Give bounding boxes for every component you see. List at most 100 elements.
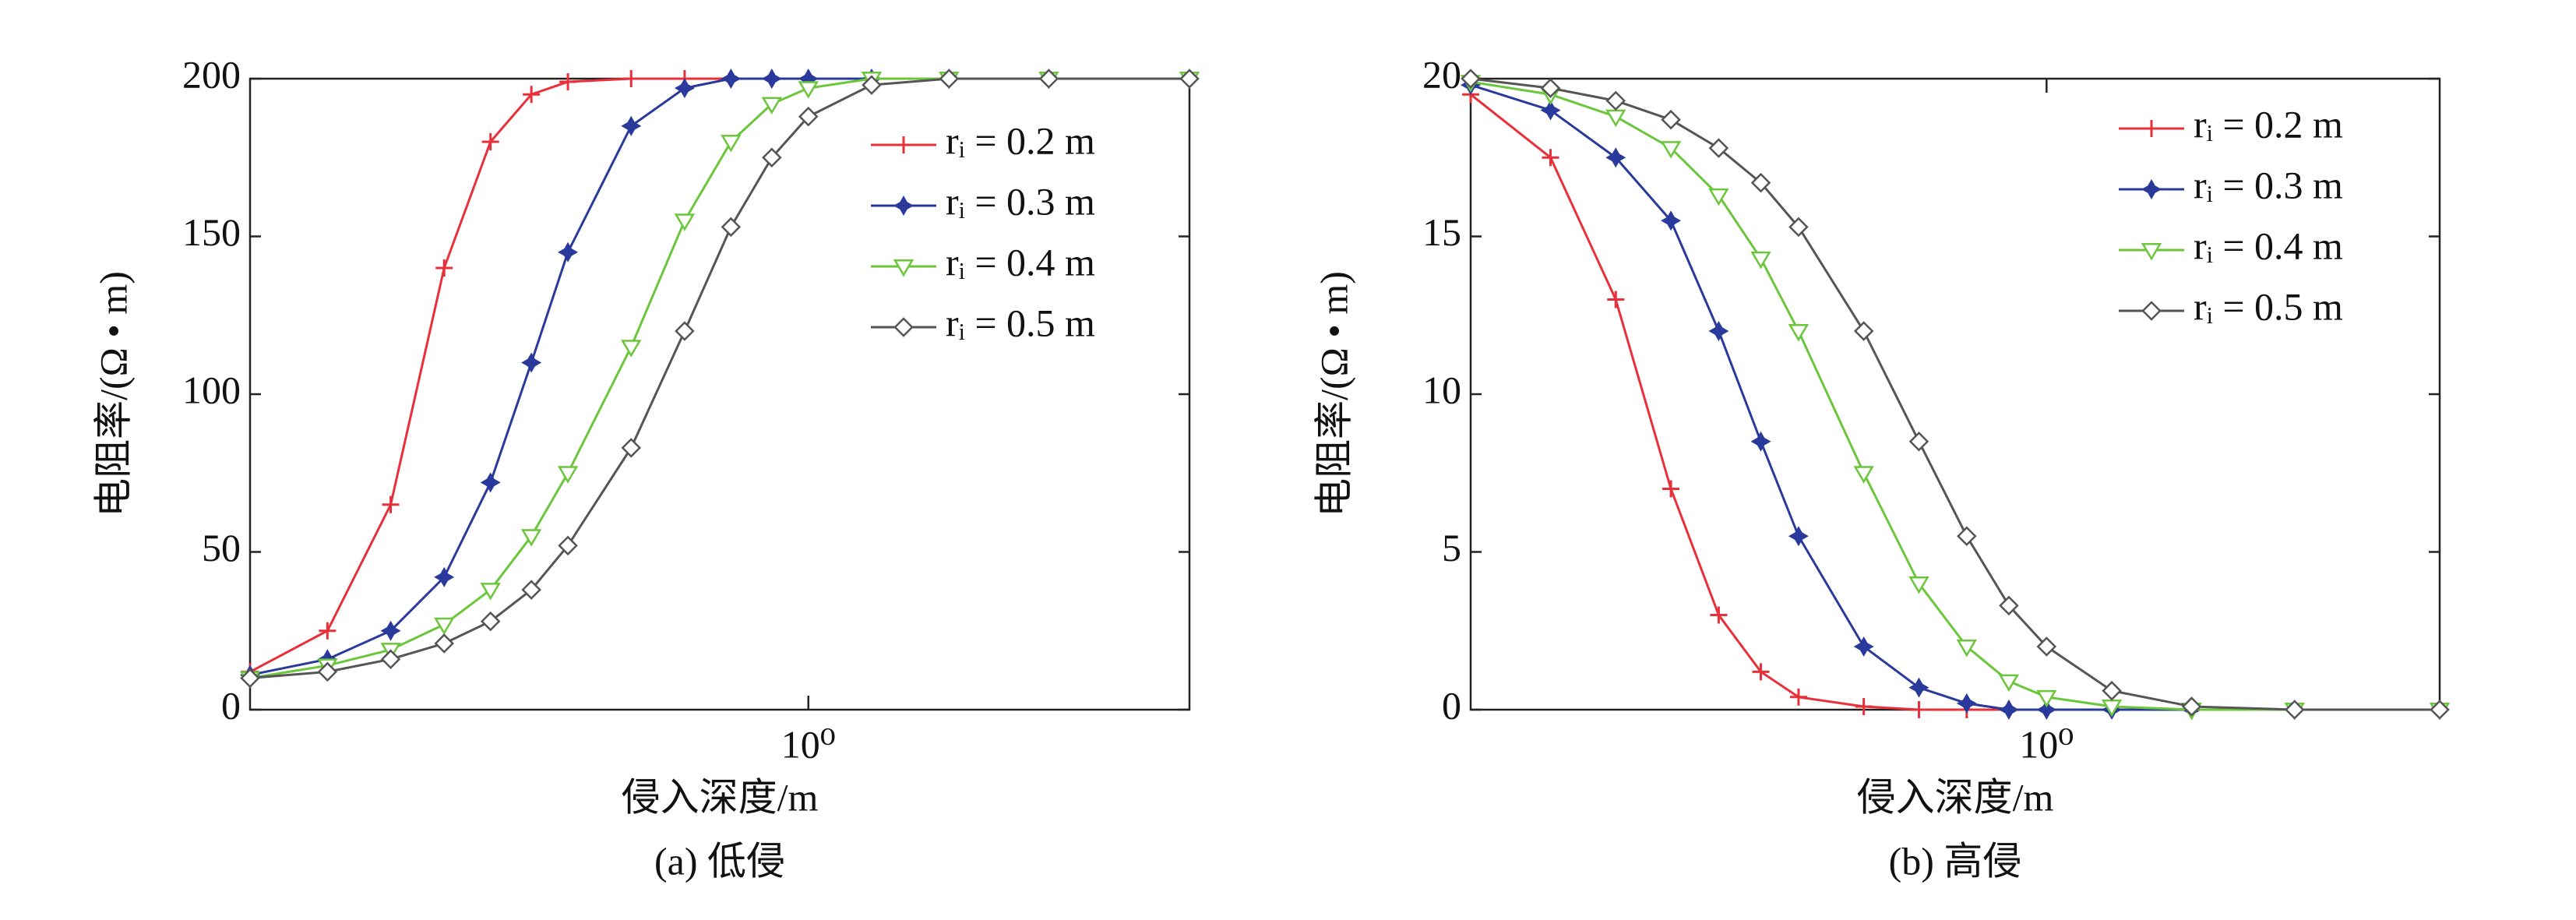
marker [675, 321, 695, 341]
marker [1461, 69, 1481, 89]
series-line [1470, 77, 2440, 711]
marker [1853, 466, 1874, 484]
legend-label: rᵢ = 0.4 m [2194, 224, 2343, 267]
marker [721, 68, 742, 90]
marker [521, 352, 542, 373]
marker [1853, 636, 1874, 657]
legend-label: rᵢ = 0.3 m [2194, 163, 2343, 206]
y-axis-label: 电阻率/(Ω • m) [1312, 271, 1355, 517]
marker [480, 583, 501, 601]
marker [1038, 69, 1059, 89]
marker [1607, 291, 1625, 308]
marker [523, 86, 541, 104]
marker [1542, 149, 1559, 167]
marker [1855, 697, 1873, 715]
legend-marker [893, 317, 914, 337]
marker [435, 259, 453, 277]
marker [862, 75, 882, 95]
marker [1708, 188, 1729, 206]
series-line [1470, 83, 2440, 711]
marker [2036, 689, 2057, 708]
marker [2430, 700, 2450, 720]
marker [798, 81, 819, 99]
marker [434, 617, 455, 636]
marker [1750, 431, 1771, 452]
marker [1908, 576, 1929, 594]
series-line [1470, 80, 2440, 711]
marker [380, 649, 401, 669]
x-axis-label: 侵入深度/m [1857, 775, 2054, 819]
marker [1957, 526, 1977, 547]
marker [1605, 147, 1626, 168]
y-tick-label: 10 [1422, 368, 1461, 411]
marker [721, 217, 742, 238]
marker [1788, 526, 1809, 547]
legend-marker [2141, 243, 2162, 261]
marker [2102, 680, 2122, 701]
series-line [249, 77, 1189, 679]
marker [1999, 595, 2019, 616]
marker [621, 115, 642, 136]
y-tick-label: 0 [1442, 683, 1461, 727]
marker [1660, 141, 1682, 159]
caption: (b) 高侵 [1889, 839, 2022, 883]
marker [1662, 480, 1680, 498]
marker [558, 241, 579, 263]
marker [1910, 701, 1928, 718]
caption: (a) 低侵 [654, 839, 785, 883]
marker [2181, 696, 2202, 717]
marker [1605, 109, 1626, 128]
marker [434, 633, 454, 654]
marker [317, 661, 338, 682]
legend-marker [893, 259, 914, 277]
marker [1605, 90, 1626, 111]
marker [1788, 324, 1810, 342]
x-tick-label: 10⁰ [2019, 722, 2074, 766]
marker [1908, 677, 1929, 698]
marker [674, 213, 696, 231]
y-tick-label: 200 [182, 52, 241, 96]
legend-label: rᵢ = 0.2 m [2194, 102, 2343, 146]
marker [1789, 688, 1807, 706]
legend-label: rᵢ = 0.3 m [946, 179, 1095, 223]
marker [1908, 431, 1929, 452]
marker [1661, 109, 1681, 130]
marker [434, 566, 455, 587]
marker [622, 70, 640, 87]
marker [761, 97, 783, 115]
marker [1708, 320, 1729, 342]
marker [1998, 674, 2020, 693]
marker [621, 340, 642, 358]
legend-marker [2141, 301, 2162, 321]
y-tick-label: 100 [182, 368, 241, 411]
marker [1661, 210, 1682, 231]
y-axis-label: 电阻率/(Ω • m) [91, 271, 135, 517]
marker [2036, 636, 2057, 657]
marker [674, 78, 695, 99]
marker [1540, 78, 1561, 98]
legend-label: rᵢ = 0.4 m [946, 240, 1095, 284]
marker [1752, 663, 1770, 681]
marker [1750, 251, 1771, 270]
series-line [249, 77, 1189, 679]
x-tick-label: 10⁰ [781, 722, 836, 766]
marker [721, 135, 742, 153]
marker [1708, 138, 1729, 158]
marker [2284, 700, 2305, 720]
marker [762, 147, 782, 168]
marker [382, 495, 400, 513]
marker [1540, 100, 1561, 121]
marker [557, 466, 579, 484]
legend-marker [2141, 178, 2162, 200]
marker [319, 622, 337, 640]
marker [481, 133, 499, 150]
marker [480, 611, 501, 632]
y-tick-label: 20 [1422, 52, 1461, 96]
marker [2036, 699, 2057, 721]
legend-label: rᵢ = 0.2 m [946, 118, 1095, 162]
series-line [249, 77, 1189, 673]
legend-marker [2143, 120, 2160, 137]
legend-label: rᵢ = 0.5 m [946, 301, 1095, 344]
legend-label: rᵢ = 0.5 m [2194, 284, 2343, 328]
marker [1853, 321, 1874, 341]
